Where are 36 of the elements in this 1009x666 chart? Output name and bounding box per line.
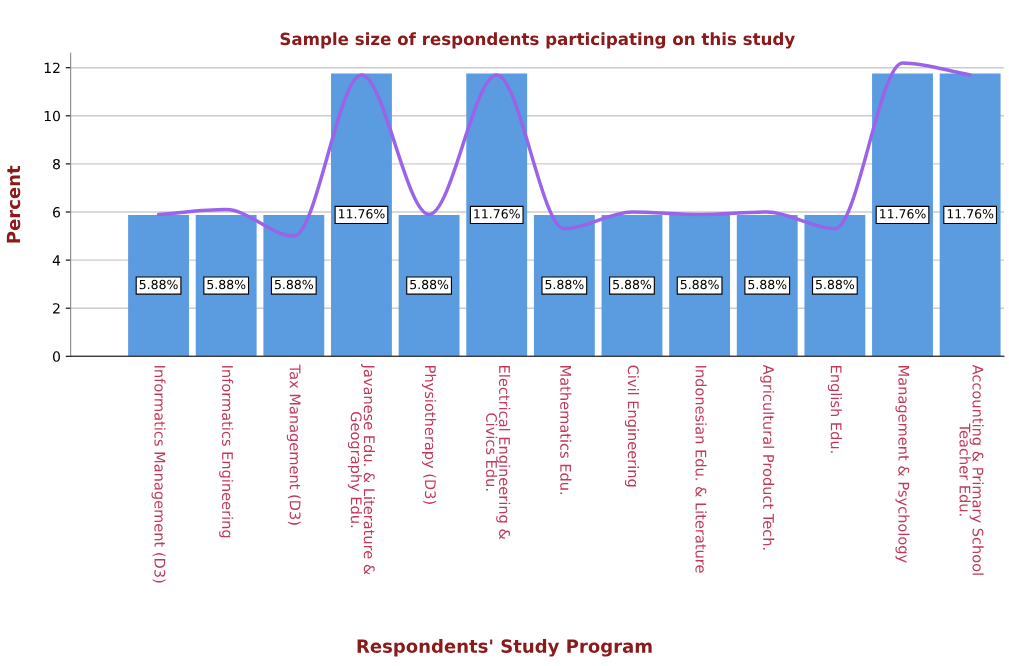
y-tick-label: 10 <box>44 110 60 122</box>
y-tick-label: 6 <box>53 206 61 218</box>
x-tick-label: Tax Management (D3) <box>286 364 301 525</box>
data-label: 5.88% <box>207 279 246 290</box>
x-tick-label: English Edu. <box>827 366 842 453</box>
data-label: 11.76% <box>947 209 994 219</box>
data-label: 5.88% <box>748 279 787 290</box>
x-tick-label: Electrical Engineering & Civics Edu. <box>485 366 511 540</box>
data-label: 5.88% <box>410 279 449 290</box>
data-label: 11.76% <box>474 209 520 219</box>
y-tick-label: 8 <box>53 158 60 170</box>
chart-title: Sample size of respondents participating on this study <box>280 32 795 49</box>
data-label: 5.88% <box>545 279 584 290</box>
x-tick-label: Physiotherapy (D3) <box>422 366 437 504</box>
x-tick-label: Civil Engineering <box>624 365 640 487</box>
y-tick-label: 0 <box>52 351 60 362</box>
data-label: 5.88% <box>680 279 719 290</box>
x-tick-label: Informatics Engineering <box>219 366 234 538</box>
x-tick-label: Agricultural Product Tech. <box>760 364 775 550</box>
y-tick-label: 2 <box>53 303 60 314</box>
data-label: 11.76% <box>880 209 926 219</box>
x-tick-label: Accounting & Primary School Teacher Edu. <box>959 364 984 575</box>
x-tick-label: Mathematics Edu. <box>560 366 572 495</box>
data-label: 5.88% <box>815 279 855 290</box>
x-tick-label: Informatics Management (D3) <box>151 366 166 583</box>
y-tick-label: 12 <box>44 62 60 73</box>
data-label: 5.88% <box>274 279 313 290</box>
x-axis-title: Respondents' Study Program <box>357 638 652 657</box>
x-tick-label: Javanese Edu. & Literature & Geography Edu. <box>347 363 376 575</box>
y-tick-label: 4 <box>52 255 61 266</box>
x-tick-label: Indonesian Edu. & Literature <box>695 366 707 573</box>
y-axis-title: Percent <box>6 165 21 243</box>
data-label: 5.88% <box>139 279 178 290</box>
x-tick-label: Management & Psychology <box>895 366 910 563</box>
data-label: 11.76% <box>338 209 385 219</box>
data-label: 5.88% <box>613 279 652 290</box>
